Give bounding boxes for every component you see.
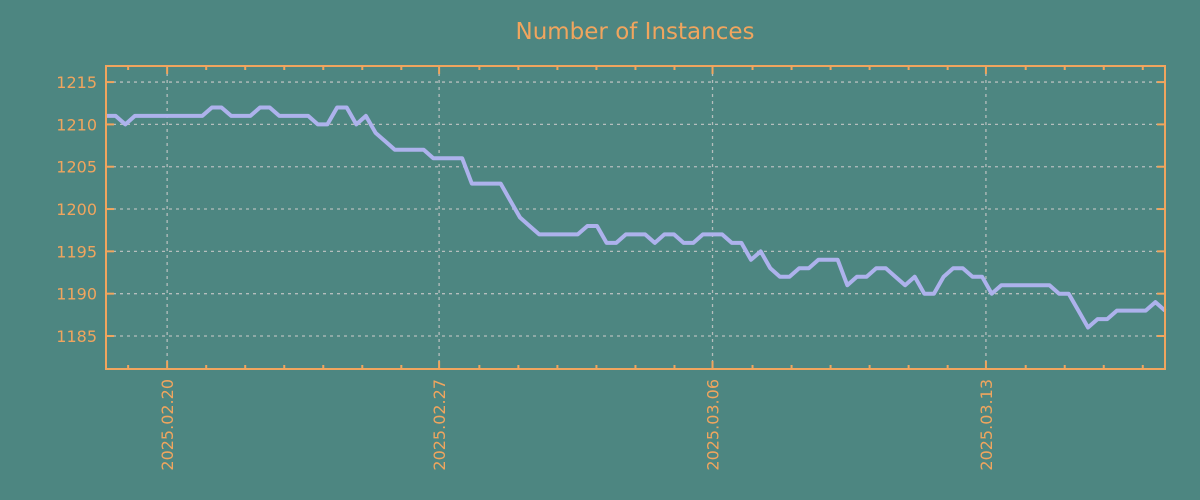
x-axis-tick-label: 2025.03.06 [704,379,723,471]
x-axis-tick-label: 2025.02.20 [158,379,177,471]
y-axis-tick-label: 1210 [56,115,97,134]
y-axis-tick-label: 1195 [56,242,97,261]
plot-border [105,65,1166,370]
y-axis-tick-label: 1200 [56,200,97,219]
grid-layer [106,66,1165,369]
y-axis-tick-label: 1190 [56,285,97,304]
x-axis-tick-label: 2025.03.13 [977,379,996,471]
axis-tick-layer [106,66,1165,369]
series-layer [106,105,1167,330]
chart-title: Number of Instances [516,19,755,45]
y-axis-tick-label: 1215 [56,73,97,92]
series-line-instances [106,105,1167,330]
plot-frame-layer [105,65,1166,370]
x-axis-tick-label: 2025.02.27 [430,379,449,471]
y-axis-tick-label: 1205 [56,158,97,177]
axis-label-layer: 1185 1190 1195 1200 1205 1210 1215 2025.02.20 20… [56,73,996,471]
y-axis-tick-label: 1185 [56,327,97,346]
